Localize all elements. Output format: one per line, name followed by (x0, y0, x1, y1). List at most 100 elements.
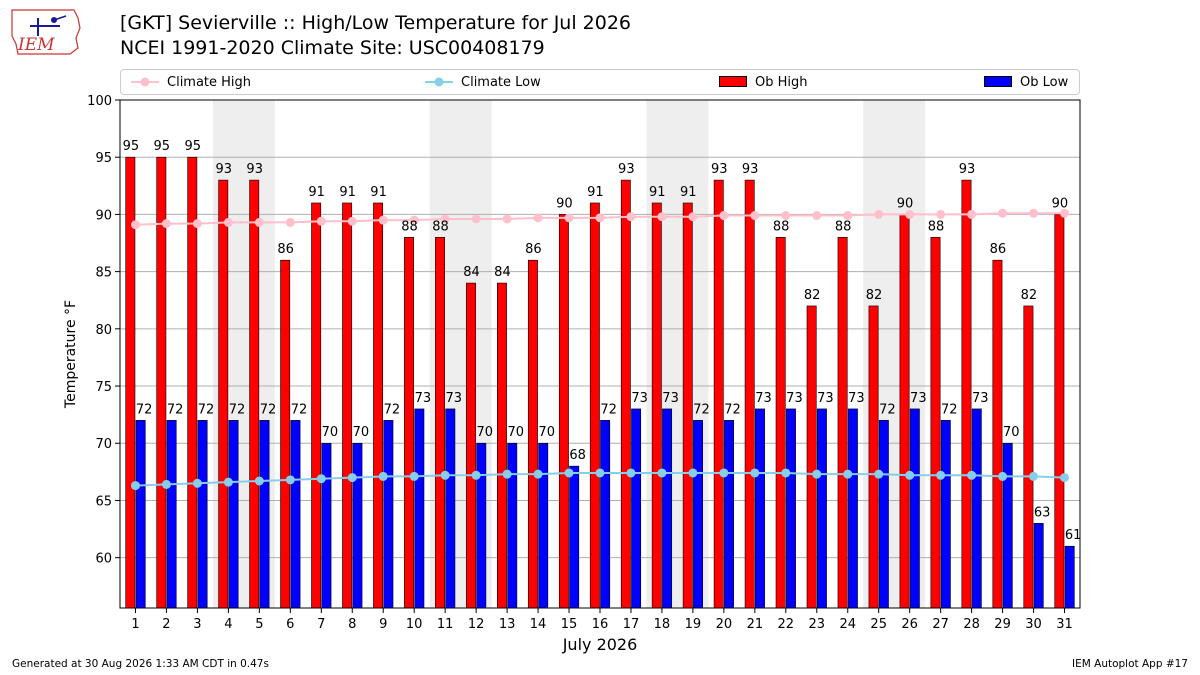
x-tick-label: 14 (530, 617, 547, 632)
climate-low-point (316, 474, 326, 484)
ob-high-label: 95 (123, 139, 140, 154)
y-tick-label: 65 (95, 494, 112, 509)
climate-lines (130, 208, 1070, 491)
ob-high-bar (899, 214, 910, 609)
ob-low-bar (228, 420, 239, 609)
climate-high-point (967, 209, 977, 219)
ob-high-label: 93 (618, 162, 635, 177)
iem-logo: IEM (8, 6, 88, 62)
ob-high-bar (342, 202, 353, 609)
climate-low-point (936, 470, 946, 480)
ob-low-label: 73 (662, 391, 679, 406)
ob-high-label: 91 (680, 185, 697, 200)
ob-low-bar (786, 408, 796, 609)
x-tick-label: 27 (932, 617, 949, 632)
ob-low-label: 72 (136, 402, 153, 417)
ob-high-bar (961, 179, 972, 609)
ob-low-label: 70 (477, 425, 494, 440)
x-tick-label: 20 (716, 617, 733, 632)
x-tick-label: 13 (499, 617, 516, 632)
y-tick-label: 60 (95, 552, 112, 567)
ob-high-bar (404, 236, 414, 609)
ob-high-bar (435, 236, 445, 609)
ob-low-label: 72 (600, 402, 617, 417)
climate-low-point (905, 470, 915, 480)
ob-low-bar (197, 420, 208, 609)
climate-high-point (812, 211, 822, 221)
ob-low-bar (352, 442, 363, 609)
x-tick-label: 4 (224, 617, 232, 632)
ob-high-label: 90 (1052, 196, 1069, 211)
climate-low-point (378, 471, 388, 481)
x-tick-label: 12 (468, 617, 485, 632)
climate-high-point (409, 215, 419, 225)
x-tick-label: 15 (561, 617, 578, 632)
ob-high-label: 86 (277, 242, 294, 257)
x-tick-label: 5 (255, 617, 263, 632)
climate-low-swatch (425, 77, 453, 87)
ob-high-bar (806, 305, 817, 609)
ob-high-label: 82 (804, 288, 821, 303)
logo-text: IEM (17, 35, 55, 55)
ob-high-label: 93 (711, 162, 728, 177)
ob-low-label: 70 (538, 425, 555, 440)
ob-low-label: 72 (879, 402, 896, 417)
ob-low-bar (445, 408, 456, 609)
ob-low-bar (693, 420, 703, 609)
ob-low-label: 70 (322, 425, 339, 440)
ob-low-label: 73 (446, 391, 463, 406)
ob-low-label: 73 (755, 391, 772, 406)
climate-low-point (161, 479, 171, 489)
ob-low-label: 73 (786, 391, 803, 406)
climate-high-point (533, 213, 543, 223)
chart-subtitle: NCEI 1991-2020 Climate Site: USC00408179 (120, 37, 545, 59)
ob-low-label: 70 (507, 425, 524, 440)
climate-high-point (905, 209, 915, 219)
ob-high-bar (527, 259, 538, 609)
y-tick-label: 80 (95, 323, 112, 338)
climate-high-point (223, 217, 233, 227)
ob-low-bar (662, 408, 673, 609)
ob-low-bar (940, 420, 951, 609)
ob-high-bar (218, 179, 229, 609)
x-tick-label: 10 (406, 617, 423, 632)
ob-low-bar (1033, 523, 1044, 609)
climate-low-point (595, 468, 605, 478)
climate-high-point (254, 217, 264, 227)
legend-item-ob-high: Ob High (719, 70, 808, 94)
climate-high-point (192, 219, 202, 229)
ob-high-bar (744, 179, 755, 609)
ob-high-label: 84 (494, 265, 511, 280)
ob-high-label: 93 (215, 162, 232, 177)
ob-low-label: 72 (384, 402, 401, 417)
climate-high-point (688, 212, 698, 222)
ob-low-label: 72 (291, 402, 308, 417)
ob-high-label: 88 (401, 219, 418, 234)
ob-low-label: 72 (260, 402, 277, 417)
ob-high-bar (497, 282, 507, 609)
ob-high-label: 84 (463, 265, 480, 280)
ob-low-label: 63 (1034, 505, 1051, 520)
climate-high-point (843, 211, 853, 221)
ob-low-bar (600, 420, 611, 609)
climate-high-point (998, 208, 1008, 218)
ob-low-bar (135, 420, 146, 609)
ob-high-label: 88 (928, 219, 945, 234)
x-tick-label: 11 (437, 617, 454, 632)
climate-low-point (657, 468, 667, 478)
legend-label-ob-low: Ob Low (1020, 74, 1069, 90)
ob-high-bar (373, 202, 384, 609)
ob-high-bar (930, 236, 941, 609)
climate-low-point (347, 473, 357, 483)
ob-low-label: 61 (1065, 528, 1082, 543)
y-axis-label: Temperature °F (63, 300, 79, 409)
ob-low-label: 73 (817, 391, 834, 406)
ob-low-bar (909, 408, 920, 609)
ob-low-bar (1064, 545, 1075, 609)
ob-low-bar (414, 408, 425, 609)
climate-low-point (874, 469, 884, 479)
climate-low-point (967, 470, 977, 480)
climate-high-point (781, 211, 791, 221)
climate-low-point (1029, 471, 1039, 481)
ob-low-label: 72 (167, 402, 184, 417)
